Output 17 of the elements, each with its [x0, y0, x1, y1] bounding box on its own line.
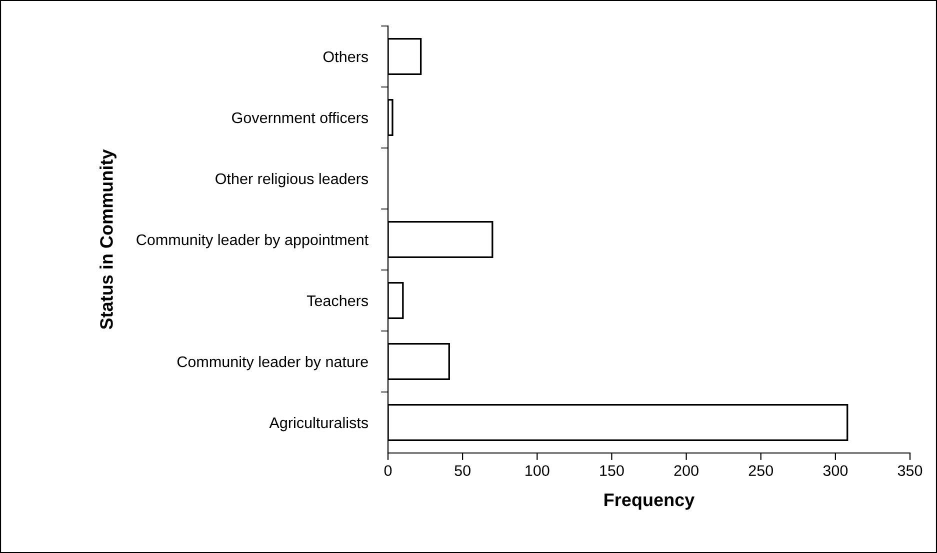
y-tick-label: Community leader by nature	[177, 356, 368, 370]
x-tick-label: 100	[526, 465, 550, 476]
y-tick-label: Teachers	[306, 294, 368, 306]
x-tick-label: 150	[600, 465, 624, 476]
y-tick-label: Government officers	[232, 112, 368, 124]
y-tick-label: Others	[323, 50, 368, 62]
y-tick-label: Other religious leaders	[216, 172, 368, 188]
y-tick-label: Community leader by appointment	[136, 234, 368, 248]
x-tick-label: 250	[748, 465, 774, 476]
y-axis-title: Status in Community	[100, 149, 116, 330]
x-axis-title: Frequency	[604, 494, 695, 510]
x-tick-label: 0	[384, 465, 392, 476]
y-tick-label: Agriculturalists	[269, 416, 368, 432]
x-tick-label: 300	[823, 465, 848, 476]
x-tick-label: 200	[674, 465, 698, 476]
x-tick-label: 50	[454, 465, 470, 476]
x-tick-label: 350	[898, 465, 922, 476]
